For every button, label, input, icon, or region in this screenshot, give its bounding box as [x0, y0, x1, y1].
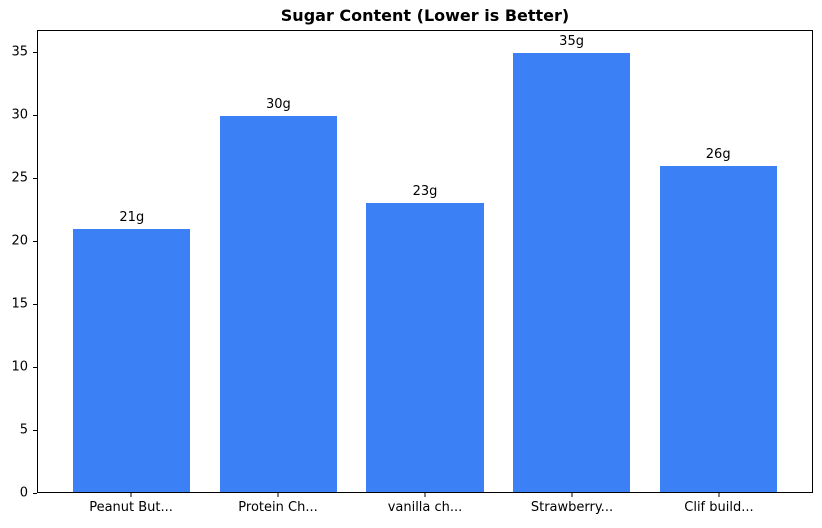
y-tick-mark — [33, 492, 37, 494]
y-tick-mark — [33, 51, 37, 53]
x-tick-mark — [277, 493, 279, 497]
x-tick-label: Protein Ch... — [238, 500, 318, 515]
chart-title: Sugar Content (Lower is Better) — [280, 6, 570, 25]
x-tick-mark — [424, 493, 426, 497]
y-tick-label: 35 — [11, 44, 28, 60]
y-tick-mark — [33, 366, 37, 368]
x-axis: Peanut But... Protein Ch... vanilla ch... S… — [37, 493, 813, 528]
plot-area: 21g 30g 23g 35g 26g — [37, 30, 813, 493]
x-tick-mark — [718, 493, 720, 497]
x-tick-label: Clif build... — [684, 500, 754, 515]
x-tick-mark — [130, 493, 132, 497]
y-tick-label: 30 — [11, 107, 28, 123]
x-tick-label: Peanut But... — [89, 500, 173, 515]
y-tick-mark — [33, 177, 37, 179]
y-tick-label: 0 — [19, 485, 28, 501]
bar — [512, 52, 631, 492]
x-tick-label: Strawberry... — [530, 500, 614, 515]
y-tick-label: 25 — [11, 170, 28, 186]
bar — [219, 115, 338, 492]
bar-value-label: 35g — [559, 33, 584, 49]
y-tick-mark — [33, 429, 37, 431]
bar-value-label: 26g — [705, 146, 731, 162]
y-tick-label: 20 — [11, 233, 28, 249]
bar-value-label: 23g — [412, 184, 438, 200]
y-tick-mark — [33, 114, 37, 116]
y-tick-label: 15 — [11, 296, 28, 312]
x-tick-label: vanilla ch... — [387, 500, 463, 515]
x-tick-mark — [571, 493, 573, 497]
y-tick-mark — [33, 303, 37, 305]
y-tick-label: 10 — [11, 359, 28, 375]
bar-value-label: 30g — [266, 96, 291, 112]
y-axis: 0 5 10 15 20 25 30 35 — [0, 30, 37, 500]
bar-value-label: 21g — [119, 209, 145, 225]
bar — [366, 203, 484, 492]
y-tick-mark — [33, 240, 37, 242]
y-tick-label: 5 — [19, 422, 28, 438]
bar — [659, 165, 777, 492]
bar — [73, 228, 191, 492]
